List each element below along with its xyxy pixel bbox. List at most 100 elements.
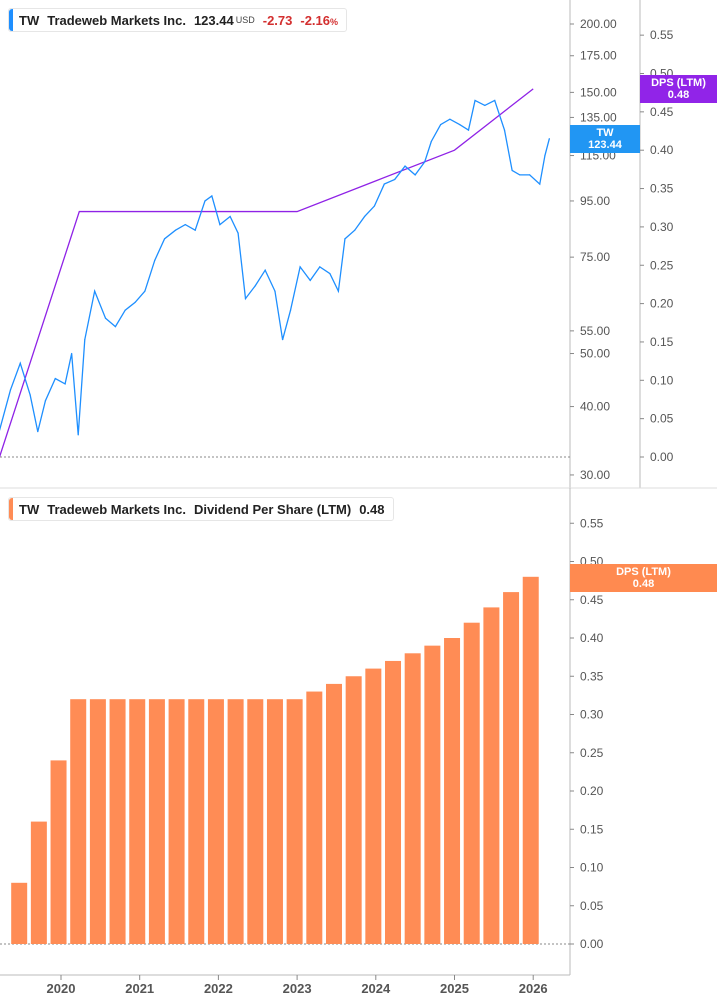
price-point — [37, 431, 39, 433]
price-point — [204, 200, 206, 202]
bar-tick-label: 0.15 — [580, 822, 604, 836]
price-line — [0, 99, 550, 435]
dps-bar — [325, 683, 342, 944]
price-point — [404, 165, 406, 167]
price-point — [71, 352, 73, 355]
dps-bar-tag: DPS (LTM) 0.48 — [570, 564, 717, 592]
price-point — [414, 174, 416, 176]
price-point — [274, 290, 276, 292]
dps-tick-label: 0.00 — [650, 450, 674, 464]
price-point — [194, 229, 196, 231]
price-point — [219, 224, 221, 226]
dps-bar — [188, 699, 205, 944]
price-point — [124, 309, 126, 311]
bar-tick-label: 0.25 — [580, 746, 604, 760]
price-point — [9, 389, 12, 391]
price-point — [467, 129, 470, 131]
legend-ticker: TW — [19, 501, 40, 517]
dps-bar — [286, 699, 303, 944]
price-point — [134, 301, 136, 303]
dps-bar — [483, 607, 500, 944]
x-tick-label: 2023 — [283, 981, 312, 996]
dps-tick-label: 0.15 — [650, 335, 674, 349]
bar-tick-label: 0.40 — [580, 631, 604, 645]
price-point — [44, 400, 47, 402]
price-point — [383, 183, 385, 185]
dps-bar — [89, 699, 106, 944]
price-point — [264, 269, 266, 271]
price-point — [548, 138, 550, 140]
bar-tick-label: 0.00 — [580, 937, 604, 951]
dps-bar — [522, 576, 539, 944]
dps-bar — [109, 699, 126, 944]
dps-bar — [444, 638, 461, 944]
price-tick-label: 40.00 — [580, 400, 610, 414]
price-tick-label: 55.00 — [580, 324, 610, 338]
price-point — [503, 129, 506, 131]
dps-bar — [207, 699, 224, 944]
price-tick-label: 50.00 — [580, 347, 610, 361]
dps-bar — [247, 699, 264, 944]
dps-tag-value: 0.48 — [667, 89, 690, 101]
price-point — [424, 161, 426, 163]
legend-currency: USD — [235, 15, 255, 25]
price-point — [449, 118, 451, 120]
x-tick-label: 2020 — [47, 981, 76, 996]
price-point — [544, 154, 546, 157]
price-tick-label: 30.00 — [580, 468, 610, 482]
dps-bar — [463, 622, 480, 944]
dps-tick-label: 0.10 — [650, 373, 674, 387]
price-tick-label: 175.00 — [580, 49, 617, 63]
price-point — [229, 215, 231, 218]
price-point — [529, 174, 531, 176]
legend-change-pct: -2.16% — [300, 13, 338, 28]
price-point — [337, 290, 339, 292]
price-legend[interactable]: TW Tradeweb Markets Inc. 123.44 USD -2.7… — [8, 8, 348, 32]
x-tick-label: 2022 — [204, 981, 233, 996]
legend-price: 123.44 — [193, 12, 234, 28]
dps-legend[interactable]: TW Tradeweb Markets Inc. Dividend Per Sh… — [8, 497, 394, 521]
dps-bar — [168, 699, 185, 944]
price-point — [289, 309, 292, 311]
x-tick-label: 2021 — [125, 981, 154, 996]
dps-bar — [385, 660, 402, 944]
dps-bar — [11, 882, 28, 944]
dps-bar — [365, 668, 382, 944]
price-point — [430, 140, 432, 143]
price-point — [511, 169, 513, 172]
price-point — [394, 178, 396, 181]
price-tick-label: 135.00 — [580, 110, 617, 124]
legend-color-bar — [9, 498, 13, 520]
price-point — [459, 123, 461, 126]
price-point — [539, 183, 541, 185]
tw-price-tag: TW 123.44 — [570, 125, 640, 153]
price-point — [440, 123, 442, 126]
x-tick-label: 2024 — [361, 981, 391, 996]
bar-tick-label: 0.10 — [580, 861, 604, 875]
legend-name: Tradeweb Markets Inc. — [47, 12, 186, 28]
price-point — [344, 238, 346, 240]
legend-value: 0.48 — [359, 501, 385, 517]
dps-tick-label: 0.45 — [650, 105, 674, 119]
dps-bar — [50, 760, 67, 944]
change-pct-value: -2.16 — [300, 12, 331, 28]
price-point — [19, 362, 21, 364]
price-point — [29, 394, 31, 396]
price-point — [184, 224, 186, 226]
legend-metric: Dividend Per Share (LTM) — [193, 501, 352, 517]
dps-line-tag: DPS (LTM) 0.48 — [640, 75, 717, 103]
x-tick-label: 2025 — [440, 981, 469, 996]
price-point — [354, 229, 356, 231]
dps-bar — [404, 653, 421, 944]
legend-color-bar — [9, 9, 13, 31]
bar-tick-label: 0.45 — [580, 593, 604, 607]
price-point — [299, 266, 301, 268]
price-point — [237, 232, 239, 234]
bar-tick-label: 0.35 — [580, 669, 604, 683]
dps-bar — [266, 699, 283, 944]
tw-tag-label: TW — [596, 127, 614, 139]
dps-bar — [30, 821, 47, 944]
dps-bar-tag-value: 0.48 — [632, 578, 655, 590]
bar-tick-label: 0.30 — [580, 708, 604, 722]
